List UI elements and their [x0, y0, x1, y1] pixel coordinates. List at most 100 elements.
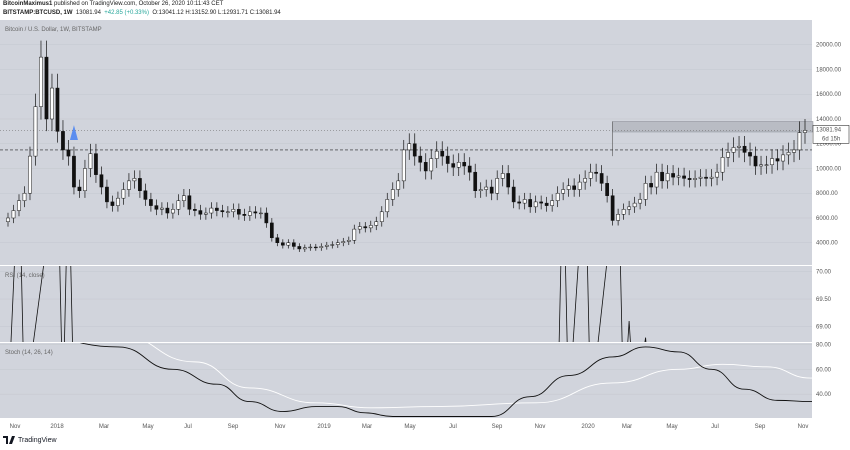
candle-body[interactable]	[407, 143, 412, 151]
candle-body[interactable]	[352, 228, 357, 241]
candle-body[interactable]	[572, 185, 576, 190]
candle-body[interactable]	[555, 192, 560, 201]
candle-body[interactable]	[182, 195, 186, 201]
candle-body[interactable]	[605, 183, 609, 196]
candle-body[interactable]	[193, 209, 197, 211]
candle-body[interactable]	[396, 180, 401, 190]
time-axis[interactable]: Nov 2018 Mar May Jul Sep Nov 2019 Mar May Jul Sep No…	[0, 418, 850, 432]
candle-body[interactable]	[627, 206, 631, 210]
candle-body[interactable]	[544, 202, 549, 206]
candle-body[interactable]	[374, 221, 379, 226]
candle-body[interactable]	[88, 153, 93, 169]
candle-body[interactable]	[566, 185, 571, 190]
candle-body[interactable]	[247, 211, 252, 216]
candle-body[interactable]	[803, 130, 807, 133]
tradingview-logo[interactable]: TradingView	[3, 436, 57, 444]
candle-body[interactable]	[495, 178, 500, 194]
candle-body[interactable]	[616, 214, 620, 221]
candle-body[interactable]	[440, 150, 445, 157]
candle-body[interactable]	[319, 246, 324, 248]
candle-body[interactable]	[28, 155, 32, 194]
stoch-d-line[interactable]	[8, 325, 850, 409]
candle-body[interactable]	[423, 162, 428, 172]
candle-body[interactable]	[665, 173, 670, 182]
candle-body[interactable]	[237, 209, 241, 215]
candle-body[interactable]	[434, 150, 439, 159]
candle-body[interactable]	[687, 178, 692, 180]
candle-body[interactable]	[308, 246, 313, 249]
candle-body[interactable]	[94, 153, 98, 175]
candle-body[interactable]	[302, 247, 307, 250]
candle-body[interactable]	[654, 171, 659, 188]
candle-body[interactable]	[215, 207, 219, 211]
candle-body[interactable]	[330, 244, 335, 246]
candle-body[interactable]	[588, 171, 593, 179]
candle-body[interactable]	[105, 186, 109, 203]
candle-body[interactable]	[313, 246, 318, 249]
candle-body[interactable]	[33, 106, 38, 157]
candle-body[interactable]	[6, 217, 10, 222]
candle-body[interactable]	[44, 56, 49, 120]
author-name[interactable]: BitcoinMaximus1	[3, 1, 53, 7]
candle-body[interactable]	[517, 201, 522, 204]
candle-body[interactable]	[50, 87, 54, 120]
candle-body[interactable]	[704, 176, 708, 179]
candle-body[interactable]	[297, 246, 302, 250]
candle-body[interactable]	[385, 199, 390, 213]
candle-body[interactable]	[489, 186, 494, 194]
candle-body[interactable]	[671, 173, 675, 178]
candle-body[interactable]	[341, 241, 346, 243]
candle-body[interactable]	[138, 178, 142, 192]
rsi-line[interactable]	[8, 161, 850, 409]
candle-body[interactable]	[484, 186, 489, 190]
candle-body[interactable]	[258, 212, 263, 215]
candle-body[interactable]	[533, 201, 538, 208]
candle-body[interactable]	[500, 173, 505, 179]
candle-body[interactable]	[116, 197, 120, 206]
candle-body[interactable]	[55, 87, 60, 132]
candle-body[interactable]	[764, 164, 769, 166]
candle-body[interactable]	[638, 199, 642, 204]
candle-body[interactable]	[759, 164, 763, 167]
price-pane[interactable]: Bitcoin / U.S. Dollar, 1W, BITSTAMP	[0, 20, 850, 265]
price-axis[interactable]: 20000.00 18000.00 16000.00 14000.00 12000.00…	[812, 43, 850, 247]
candle-body[interactable]	[412, 143, 417, 157]
candle-body[interactable]	[720, 157, 725, 173]
candle-body[interactable]	[737, 145, 741, 148]
candle-body[interactable]	[467, 165, 472, 173]
candle-body[interactable]	[649, 183, 653, 188]
chart-canvas[interactable]: Bitcoin / U.S. Dollar, 1W, BITSTAMP RSI …	[0, 20, 850, 432]
candle-body[interactable]	[390, 189, 395, 200]
candle-body[interactable]	[676, 175, 681, 178]
candle-body[interactable]	[583, 178, 587, 183]
candle-body[interactable]	[275, 237, 280, 243]
candle-body[interactable]	[72, 155, 76, 188]
candle-body[interactable]	[22, 192, 27, 201]
candle-body[interactable]	[594, 171, 598, 174]
candle-body[interactable]	[610, 195, 615, 221]
stoch-axis[interactable]: 80.00 60.00 40.00	[816, 342, 832, 398]
rsi-pane[interactable]: RSI (14, close)	[0, 161, 850, 409]
stoch-k-line[interactable]	[8, 327, 850, 417]
candle-body[interactable]	[61, 131, 65, 151]
candle-body[interactable]	[77, 186, 82, 192]
candle-body[interactable]	[264, 212, 269, 224]
candle-body[interactable]	[577, 181, 582, 190]
candle-body[interactable]	[753, 155, 758, 167]
candle-body[interactable]	[154, 205, 159, 210]
candle-body[interactable]	[429, 158, 434, 172]
candle-body[interactable]	[83, 168, 87, 192]
candle-body[interactable]	[418, 155, 423, 163]
candle-body[interactable]	[539, 201, 544, 204]
candle-body[interactable]	[506, 173, 511, 188]
candle-body[interactable]	[660, 171, 664, 182]
candle-body[interactable]	[160, 207, 164, 210]
candle-body[interactable]	[143, 190, 148, 200]
candle-body[interactable]	[368, 225, 373, 229]
candle-body[interactable]	[775, 158, 780, 162]
candle-body[interactable]	[473, 171, 478, 192]
candle-body[interactable]	[149, 199, 153, 206]
candle-body[interactable]	[66, 149, 71, 157]
candle-body[interactable]	[561, 189, 566, 194]
candle-body[interactable]	[770, 158, 774, 166]
